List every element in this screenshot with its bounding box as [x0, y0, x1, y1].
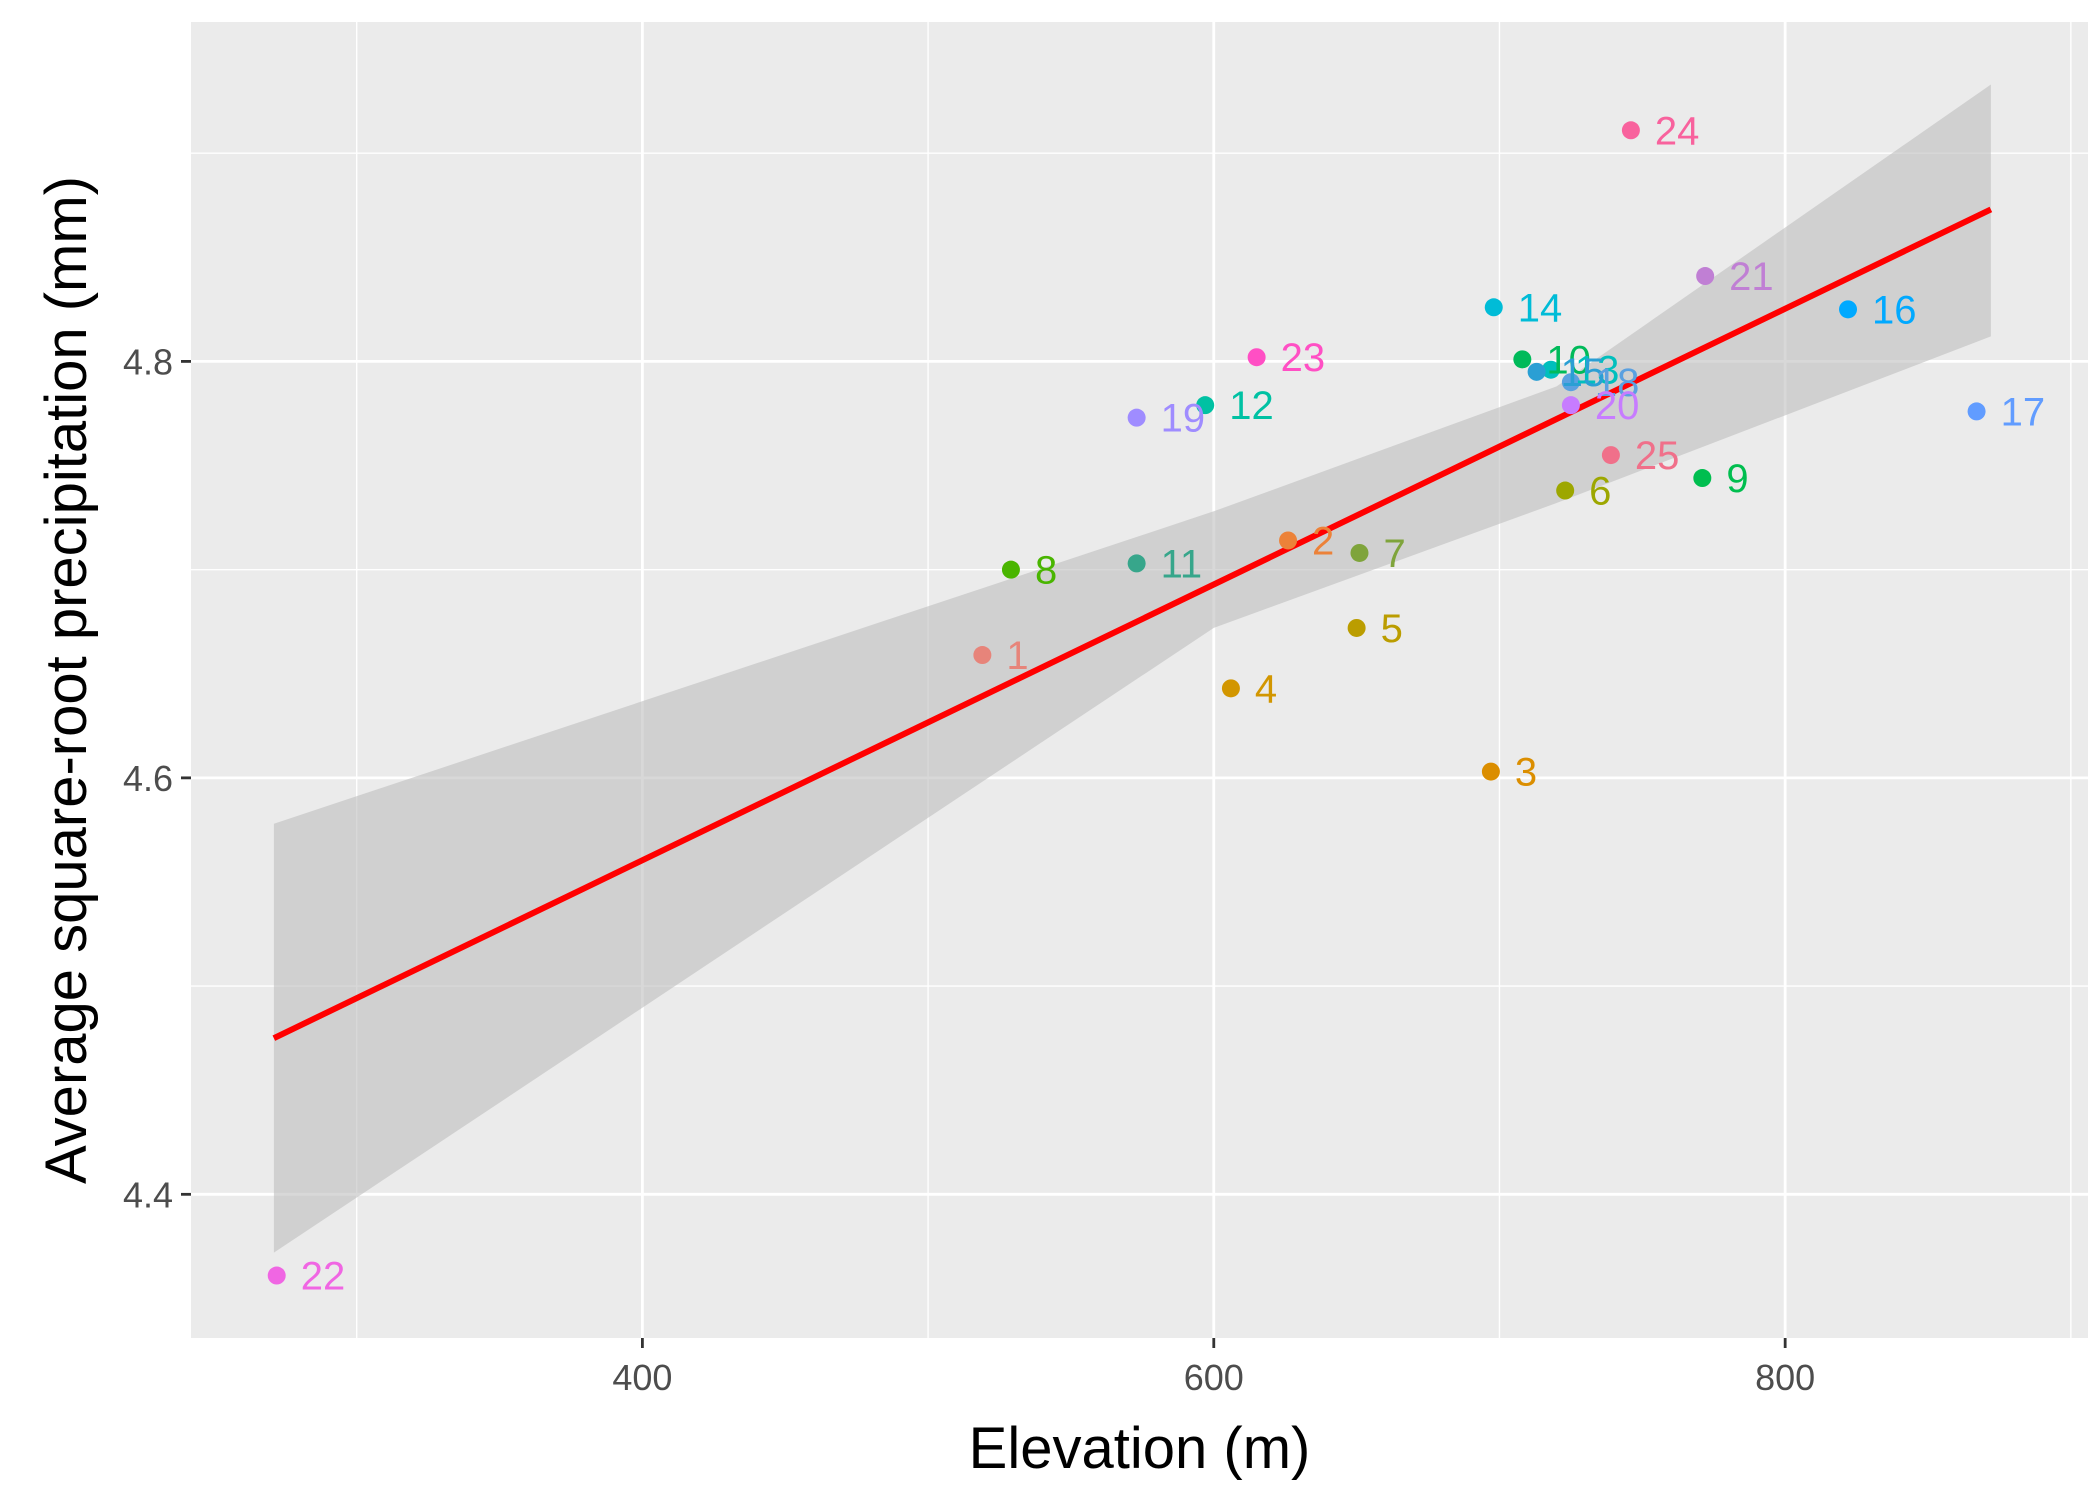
- data-point-label: 5: [1381, 607, 1403, 651]
- data-point-label: 4: [1255, 667, 1277, 711]
- regression-line: [272, 206, 1993, 1041]
- data-point-label: 24: [1655, 109, 1700, 153]
- x-axis-title: Elevation (m): [969, 1416, 1311, 1481]
- data-point: [1196, 396, 1215, 415]
- data-point: [267, 1266, 286, 1285]
- data-point: [1279, 531, 1298, 550]
- confidence-band: [273, 84, 1991, 1253]
- data-point-label: 25: [1635, 434, 1680, 478]
- data-point-label: 16: [1872, 288, 1917, 332]
- data-point: [1967, 402, 1986, 421]
- axes-layer: 400 600 800 4.4 4.6 4.8: [123, 341, 1815, 1398]
- data-point: [1693, 469, 1712, 488]
- data-point: [1839, 300, 1858, 319]
- data-point: [1484, 298, 1503, 317]
- data-point-label: 6: [1589, 470, 1611, 514]
- data-point: [1127, 554, 1146, 573]
- data-point: [1696, 267, 1715, 286]
- data-point-label: 23: [1281, 336, 1326, 380]
- data-point-label: 19: [1161, 397, 1206, 441]
- data-point-label: 15: [1561, 351, 1606, 395]
- data-point-label: 18: [1595, 361, 1640, 405]
- data-point: [1221, 679, 1240, 698]
- data-point: [973, 646, 992, 665]
- data-point-label: 17: [2001, 390, 2046, 434]
- data-point: [1556, 481, 1575, 500]
- y-tick-label: 4.8: [123, 341, 173, 382]
- data-point-label: 21: [1729, 255, 1774, 299]
- points-layer: [267, 121, 1986, 1285]
- data-point: [1621, 121, 1640, 140]
- data-point-label: 1: [1006, 634, 1028, 678]
- data-point: [1601, 446, 1620, 465]
- data-point: [1541, 360, 1560, 379]
- data-point-label: 11: [1161, 542, 1203, 586]
- data-point-label: 12: [1229, 384, 1274, 428]
- x-tick-label: 400: [612, 1357, 672, 1398]
- data-point: [1527, 362, 1546, 381]
- data-point: [1350, 543, 1369, 562]
- y-tick-label: 4.4: [123, 1174, 173, 1215]
- data-point: [1561, 373, 1580, 392]
- data-point: [1561, 396, 1580, 415]
- data-point: [1481, 762, 1500, 781]
- fit-line-layer: [272, 206, 1993, 1041]
- x-tick-label: 800: [1755, 1357, 1815, 1398]
- data-point: [1127, 408, 1146, 427]
- data-point-label: 9: [1726, 457, 1748, 501]
- data-point-label: 3: [1515, 751, 1537, 795]
- data-point-label: 20: [1595, 384, 1640, 428]
- data-point-label: 10: [1546, 338, 1591, 382]
- major-gridlines: [191, 22, 2088, 1338]
- data-point-label: 22: [301, 1255, 346, 1299]
- confidence-band-layer: [273, 84, 1991, 1253]
- y-tick-label: 4.6: [123, 758, 173, 799]
- data-point-label: 2: [1312, 519, 1334, 563]
- x-tick-label: 600: [1184, 1357, 1244, 1398]
- data-point: [1001, 560, 1020, 579]
- data-point-label: 7: [1383, 532, 1405, 576]
- data-point-label: 13: [1575, 349, 1620, 393]
- data-point: [1513, 350, 1532, 369]
- y-axis-title: Average square-root precipitation (mm): [34, 176, 99, 1184]
- data-point: [1247, 348, 1266, 367]
- data-point: [1347, 618, 1366, 637]
- data-point-label: 8: [1035, 549, 1057, 593]
- data-point-label: 14: [1518, 286, 1563, 330]
